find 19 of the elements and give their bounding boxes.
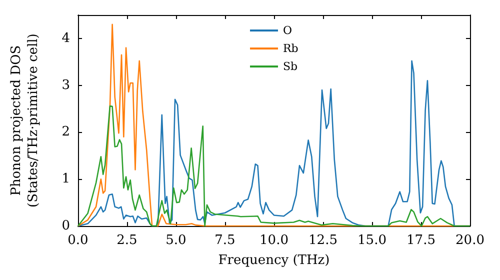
y-tick-label: 1 (62, 172, 70, 187)
x-tick-label: 2.5 (116, 233, 138, 248)
legend-label: Sb (283, 60, 298, 73)
x-tick-label: 12.5 (308, 233, 338, 248)
y-tick-label: 3 (62, 78, 70, 93)
legend-label: O (283, 24, 292, 37)
x-tick-label: 10.0 (260, 233, 288, 248)
y-tick-label: 4 (62, 30, 70, 46)
y-tick-label: 0 (62, 218, 70, 234)
y-tick-label: 2 (62, 124, 70, 140)
x-tick-label: 0.0 (68, 233, 88, 248)
legend-label: Rb (283, 42, 298, 55)
y-axis-title: Phonon projected DOS (States/THz·primitive cell) (9, 33, 41, 208)
x-tick-label: 17.5 (406, 233, 436, 248)
x-tick-label: 7.5 (214, 233, 236, 248)
x-tick-label: 5.0 (166, 233, 186, 248)
x-tick-label: 15.0 (358, 233, 386, 248)
x-tick-label: 20.0 (456, 233, 484, 248)
x-axis-title: Frequency (THz) (218, 252, 330, 268)
